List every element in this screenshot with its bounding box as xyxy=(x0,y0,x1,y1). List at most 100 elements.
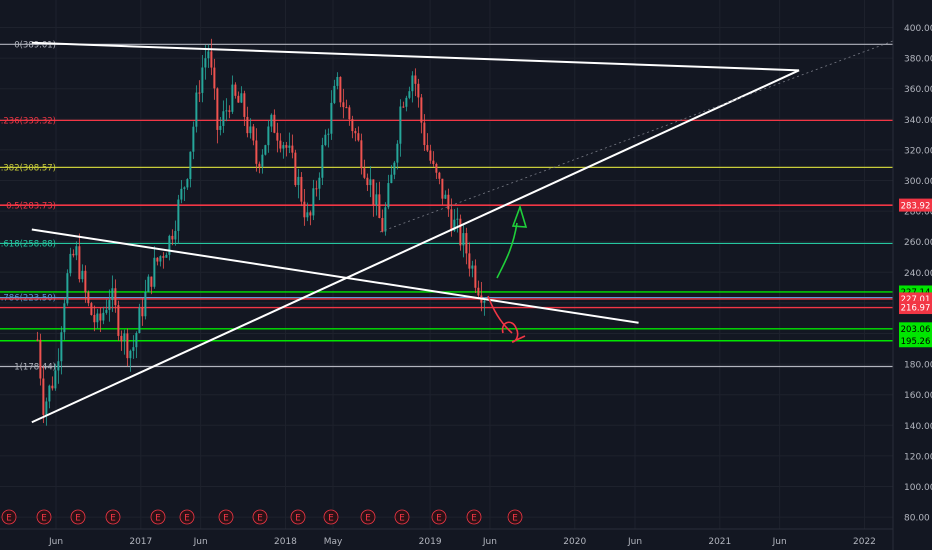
y-tick-label: 360.00 xyxy=(904,85,932,95)
earnings-marker[interactable] xyxy=(218,509,234,525)
candle-body xyxy=(141,307,144,317)
earnings-marker[interactable] xyxy=(360,509,376,525)
fib-level-label: 0(389.01) xyxy=(14,40,56,50)
candle-body xyxy=(231,84,234,112)
candle-body xyxy=(333,85,336,103)
candle-body xyxy=(405,97,408,107)
y-axis: 80.00100.00120.00140.00160.00180.00200.0… xyxy=(892,0,932,550)
candle-body xyxy=(459,218,462,246)
horizontal-levels[interactable] xyxy=(0,204,893,342)
trend-line[interactable] xyxy=(31,228,639,324)
candle-body xyxy=(432,160,435,165)
candle-body xyxy=(213,67,216,89)
earnings-marker[interactable] xyxy=(323,509,339,525)
candle-body xyxy=(45,401,48,415)
price-badge-label: 227.01 xyxy=(901,295,931,305)
earnings-marker[interactable] xyxy=(179,509,195,525)
fib-level-label: 1(178.44) xyxy=(14,362,56,372)
candle-body xyxy=(222,111,225,126)
y-tick-label: 380.00 xyxy=(904,55,932,65)
candle-body xyxy=(255,140,258,164)
y-tick-label: 80.00 xyxy=(904,514,930,524)
earnings-marker[interactable] xyxy=(290,509,306,525)
candle-body xyxy=(477,287,480,296)
candle-body xyxy=(303,201,306,218)
candle-body xyxy=(249,126,252,134)
candle-body xyxy=(183,187,186,189)
earnings-marker-label: E xyxy=(365,514,371,524)
candle-body xyxy=(483,300,486,303)
trend-lines[interactable] xyxy=(31,40,894,424)
candle-body xyxy=(84,270,87,293)
earnings-marker[interactable] xyxy=(70,509,86,525)
candle-body xyxy=(438,172,441,179)
candle-body xyxy=(78,246,81,280)
candle-body xyxy=(384,207,387,232)
earnings-marker[interactable] xyxy=(1,509,17,525)
earnings-marker[interactable] xyxy=(394,509,410,525)
candle-body xyxy=(96,313,99,323)
candle-body xyxy=(462,233,465,246)
candle-body xyxy=(117,305,120,336)
trend-line[interactable] xyxy=(31,41,800,72)
candle-body xyxy=(195,92,198,127)
x-tick-label: Jun xyxy=(48,537,63,547)
earnings-marker[interactable] xyxy=(150,509,166,525)
candle-body xyxy=(351,119,354,132)
candle-body xyxy=(450,209,453,231)
candle-body xyxy=(318,177,321,189)
price-badge-label: 195.26 xyxy=(901,337,931,347)
candle-body xyxy=(411,75,414,92)
y-tick-label: 160.00 xyxy=(904,391,932,401)
candle-body xyxy=(258,163,261,167)
x-tick-label: Jun xyxy=(193,537,208,547)
candle-body xyxy=(120,335,123,342)
candle-body xyxy=(276,132,279,141)
y-tick-label: 240.00 xyxy=(904,269,932,279)
candle-body xyxy=(81,270,84,280)
earnings-marker-label: E xyxy=(328,514,334,524)
candle-body xyxy=(441,178,444,199)
candle-body xyxy=(372,179,375,206)
trend-line-extension xyxy=(379,40,894,233)
earnings-marker[interactable] xyxy=(431,509,447,525)
candle-body xyxy=(336,76,339,86)
earnings-marker-label: E xyxy=(6,514,12,524)
trend-line[interactable] xyxy=(31,69,800,424)
candle-body xyxy=(252,126,255,141)
candle-body xyxy=(150,276,153,287)
candle-body xyxy=(282,145,285,149)
red-down-arrowhead xyxy=(501,321,526,343)
candle-body xyxy=(423,122,426,146)
earnings-marker[interactable] xyxy=(252,509,268,525)
candle-body xyxy=(414,75,417,84)
candle-body xyxy=(264,145,267,155)
earnings-marker[interactable] xyxy=(105,509,121,525)
price-badge xyxy=(899,322,932,336)
candle-body xyxy=(75,246,78,256)
earnings-marker-label: E xyxy=(75,514,81,524)
price-badge xyxy=(899,198,932,212)
candle-body xyxy=(306,212,309,218)
y-tick-label: 180.00 xyxy=(904,361,932,371)
earnings-marker[interactable] xyxy=(36,509,52,525)
candle-body xyxy=(36,339,39,341)
earnings-marker[interactable] xyxy=(507,509,523,525)
candle-body xyxy=(54,370,57,389)
y-tick-label: 100.00 xyxy=(904,483,932,493)
earnings-marker[interactable] xyxy=(466,509,482,525)
price-badge-label: 283.92 xyxy=(901,201,931,211)
candle-body xyxy=(297,176,300,186)
candle-body xyxy=(69,253,72,274)
candle-body xyxy=(387,183,390,208)
candle-body xyxy=(267,126,270,146)
candle-body xyxy=(105,309,108,313)
candle-body xyxy=(396,143,399,163)
candle-body xyxy=(207,51,210,59)
candle-body xyxy=(291,145,294,153)
fib-level-label: 0.382(308.57) xyxy=(0,163,56,173)
